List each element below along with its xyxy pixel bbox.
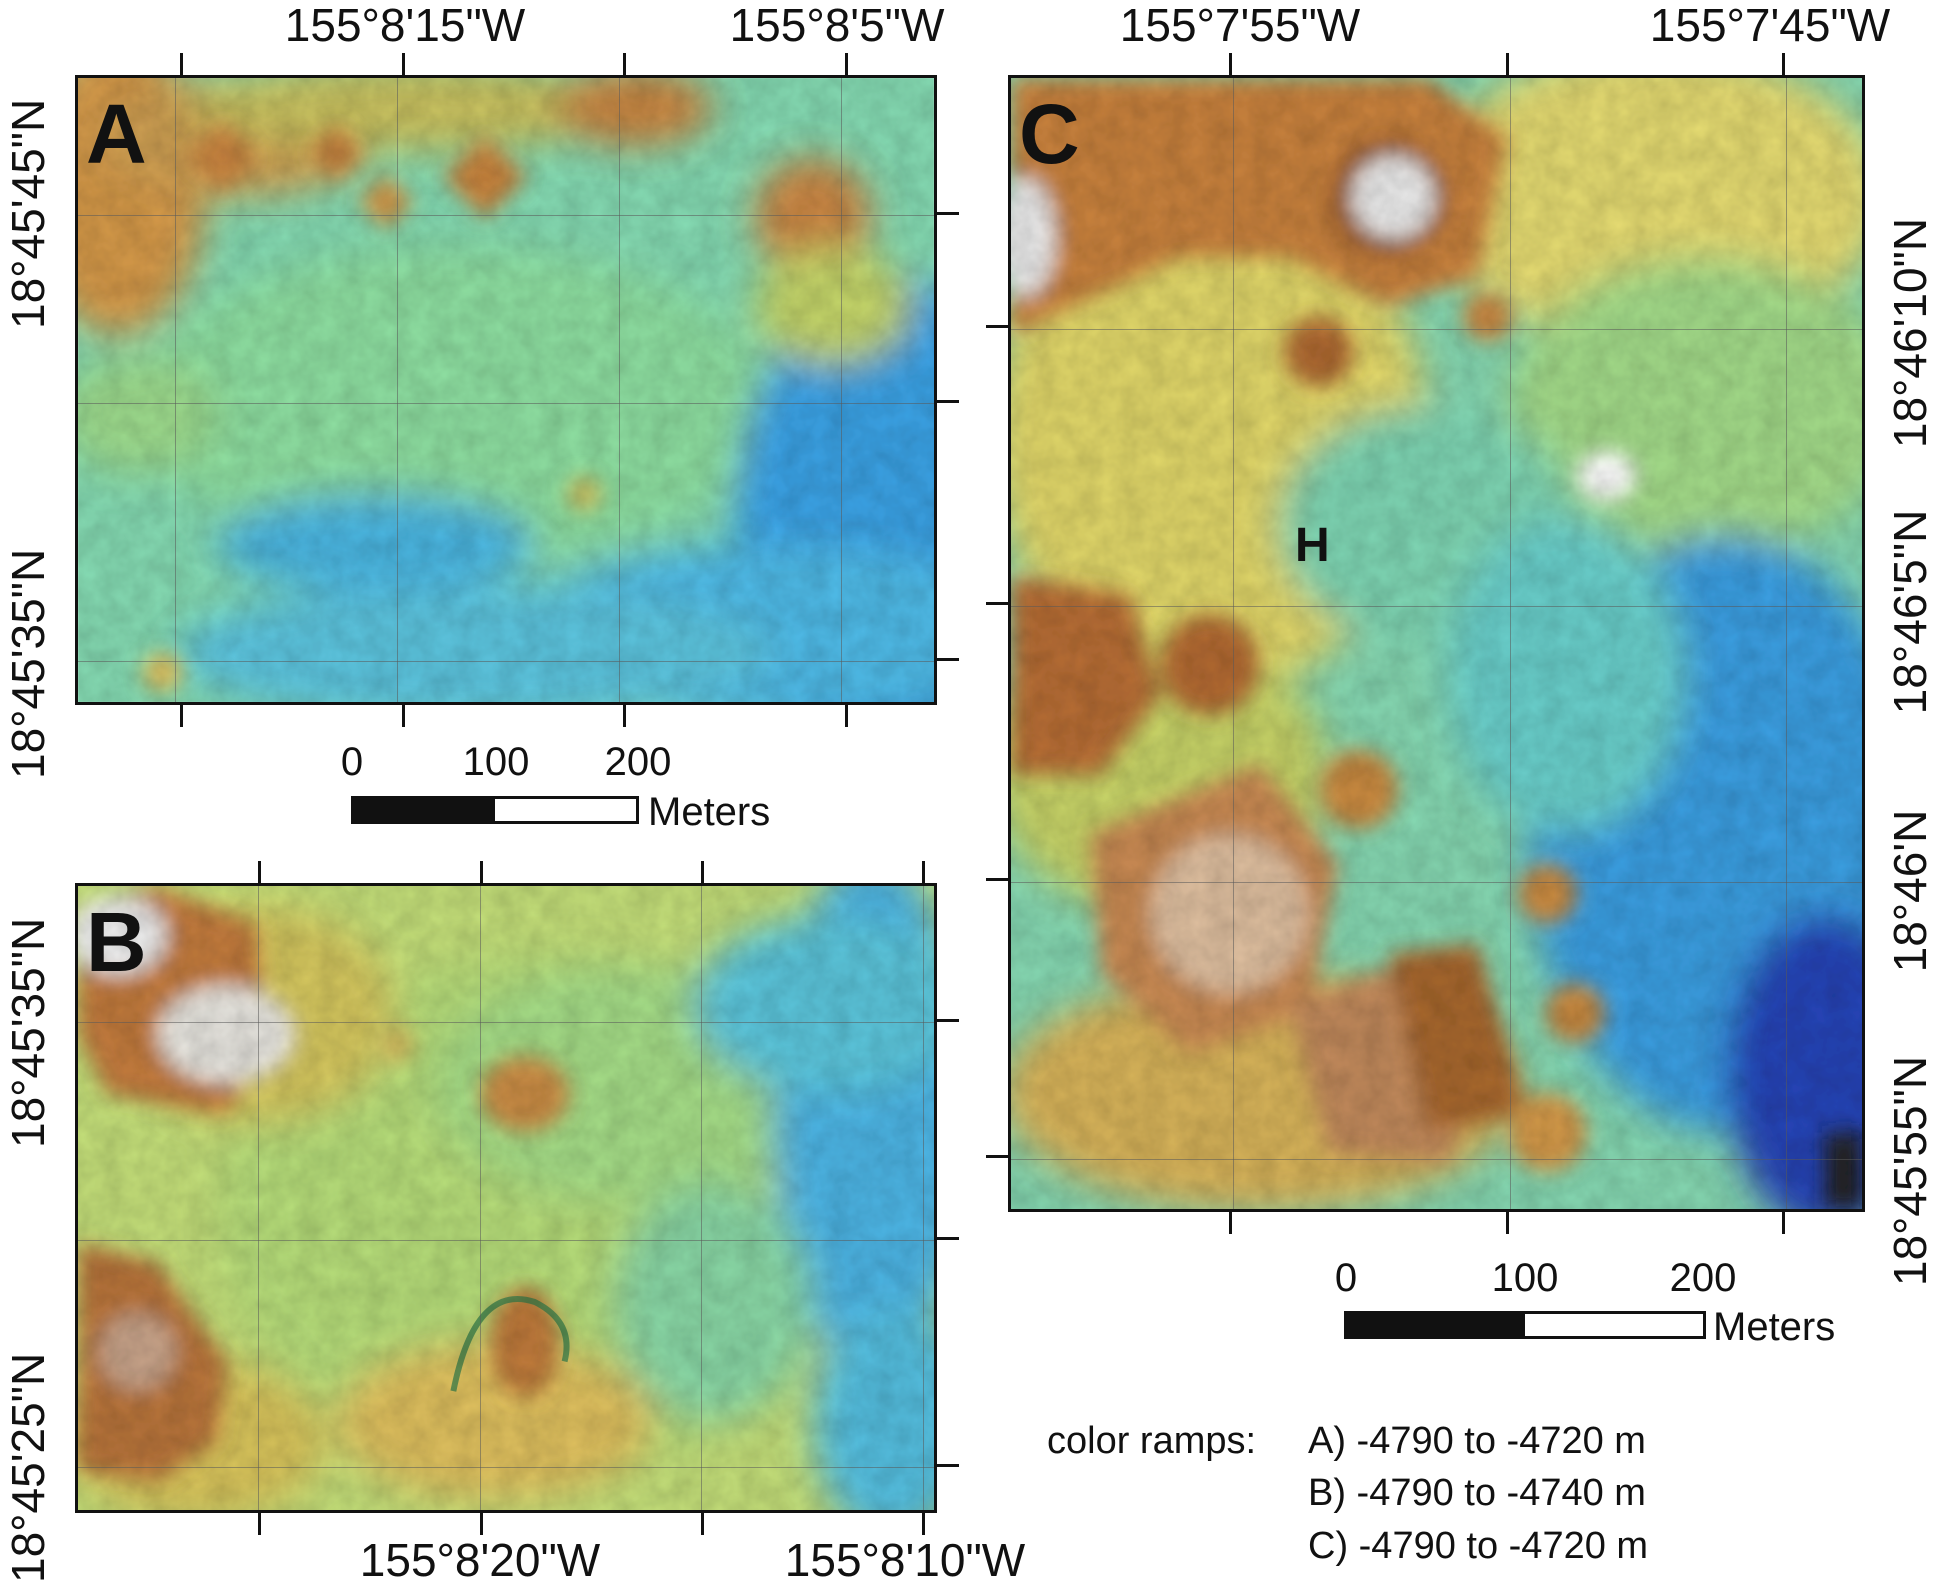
panel-label-b: B — [86, 895, 147, 989]
scale-bar-right — [1344, 1311, 1706, 1339]
panel-label-c: C — [1019, 87, 1080, 181]
lon-label-a-2: 155°8'5"W — [729, 0, 945, 51]
legend-prefix: color ramps: — [1047, 1420, 1257, 1462]
legend-line-a: A) -4790 to -4720 m — [1308, 1420, 1646, 1462]
lat-label-c-3: 18°46'N — [1884, 809, 1936, 973]
lon-label-a-1: 155°8'15"W — [284, 0, 526, 51]
scale-top-unit: Meters — [648, 790, 771, 834]
lat-label-b-1: 18°45'35"N — [2, 917, 54, 1148]
scale-right-tick-100: 100 — [1491, 1256, 1559, 1300]
lat-label-c-1: 18°46'10"N — [1884, 217, 1936, 449]
map-panel-c: C H — [1008, 75, 1865, 1212]
lon-label-b-1: 155°8'20"W — [359, 1534, 601, 1586]
lat-label-b-2: 18°45'25"N — [2, 1352, 54, 1583]
map-panel-a: A — [75, 75, 937, 705]
scale-top-tick-0: 0 — [340, 740, 364, 784]
feature-label-h: H — [1295, 519, 1330, 572]
scale-top-tick-200: 200 — [604, 740, 672, 784]
lat-label-a-2: 18°45'35"N — [2, 548, 54, 779]
bathymetry-terrain-b — [78, 886, 934, 1510]
map-panel-b: B — [75, 883, 937, 1513]
lon-label-b-2: 155°8'10"W — [784, 1534, 1026, 1586]
legend-line-b: B) -4790 to -4740 m — [1308, 1472, 1646, 1514]
lat-label-a-1: 18°45'45"N — [2, 98, 54, 329]
legend-line-c: C) -4790 to -4720 m — [1308, 1525, 1649, 1567]
lon-label-c-2: 155°7'45"W — [1649, 0, 1891, 51]
bathymetry-terrain-c — [1011, 78, 1862, 1209]
scale-right-tick-200: 200 — [1669, 1256, 1737, 1300]
bathymetry-terrain-a — [78, 78, 934, 702]
scale-right-tick-0: 0 — [1334, 1256, 1358, 1300]
panel-label-a: A — [86, 87, 147, 181]
scale-right-unit: Meters — [1713, 1305, 1836, 1349]
scale-bar-top — [351, 796, 639, 824]
lon-label-c-1: 155°7'55"W — [1119, 0, 1361, 51]
scale-top-tick-100: 100 — [462, 740, 530, 784]
lat-label-c-4: 18°45'55"N — [1884, 1055, 1936, 1287]
lat-label-c-2: 18°46'5"N — [1884, 509, 1936, 715]
